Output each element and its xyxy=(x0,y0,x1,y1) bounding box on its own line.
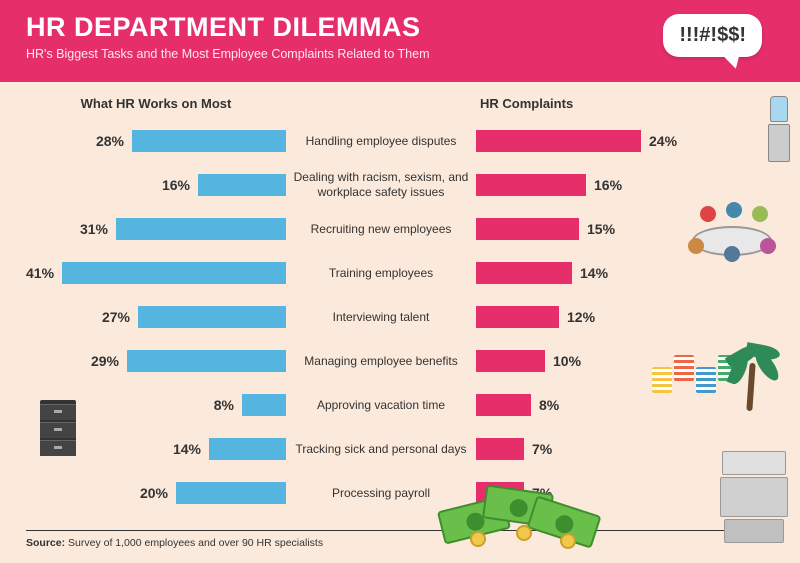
left-percent-label: 16% xyxy=(162,177,190,193)
row-category-label: Recruiting new employees xyxy=(286,222,476,237)
source-text: Survey of 1,000 employees and over 90 HR… xyxy=(68,537,323,549)
column-headers: What HR Works on Most HR Complaints xyxy=(26,96,774,111)
left-percent-label: 31% xyxy=(80,221,108,237)
right-bar xyxy=(476,130,641,152)
left-bar xyxy=(132,130,286,152)
left-bar xyxy=(62,262,286,284)
left-bar xyxy=(198,174,286,196)
photocopier-illustration xyxy=(718,451,790,547)
left-bar-cell: 20% xyxy=(26,482,286,504)
row-category-label: Approving vacation time xyxy=(286,398,476,413)
row-category-label: Managing employee benefits xyxy=(286,354,476,369)
right-percent-label: 14% xyxy=(580,265,608,281)
chart-row: 41% Training employees 14% xyxy=(26,253,774,293)
left-percent-label: 8% xyxy=(214,397,234,413)
right-bar-cell: 16% xyxy=(476,174,711,196)
right-bar xyxy=(476,306,559,328)
row-category-label: Handling employee disputes xyxy=(286,134,476,149)
beach-chairs-palm-illustration xyxy=(652,345,772,425)
left-percent-label: 29% xyxy=(91,353,119,369)
chart-row: 14% Tracking sick and personal days 7% xyxy=(26,429,774,469)
right-bar xyxy=(476,394,531,416)
right-bar xyxy=(476,174,586,196)
left-bar-cell: 28% xyxy=(26,130,286,152)
right-percent-label: 15% xyxy=(587,221,615,237)
row-category-label: Dealing with racism, sexism, and workpla… xyxy=(286,170,476,200)
left-column-header: What HR Works on Most xyxy=(26,96,286,111)
left-bar xyxy=(127,350,286,372)
page-subtitle: HR's Biggest Tasks and the Most Employee… xyxy=(26,47,774,61)
right-percent-label: 10% xyxy=(553,353,581,369)
left-bar-cell: 16% xyxy=(26,174,286,196)
right-percent-label: 16% xyxy=(594,177,622,193)
left-bar-cell: 27% xyxy=(26,306,286,328)
water-cooler-illustration xyxy=(766,96,792,166)
source-footer: Source: Survey of 1,000 employees and ov… xyxy=(26,530,774,549)
chart-row: 27% Interviewing talent 12% xyxy=(26,297,774,337)
left-percent-label: 41% xyxy=(26,265,54,281)
right-percent-label: 24% xyxy=(649,133,677,149)
source-label: Source: xyxy=(26,537,65,549)
chart-row: 20%Processing payroll7% xyxy=(26,473,774,513)
left-percent-label: 14% xyxy=(173,441,201,457)
left-bar xyxy=(176,482,286,504)
right-bar-cell: 24% xyxy=(476,130,711,152)
row-category-label: Interviewing talent xyxy=(286,310,476,325)
chart-row: 31% Recruiting new employees 15% xyxy=(26,209,774,249)
left-bar-cell: 41% xyxy=(26,262,286,284)
left-bar-cell: 31% xyxy=(26,218,286,240)
right-percent-label: 8% xyxy=(539,397,559,413)
left-bar xyxy=(116,218,286,240)
right-bar xyxy=(476,218,579,240)
right-percent-label: 7% xyxy=(532,441,552,457)
filing-cabinet-illustration xyxy=(36,400,80,462)
right-bar-cell: 14% xyxy=(476,262,711,284)
left-percent-label: 20% xyxy=(140,485,168,501)
right-bar-cell: 12% xyxy=(476,306,711,328)
left-bar xyxy=(242,394,286,416)
meeting-table-illustration xyxy=(682,198,782,270)
left-bar xyxy=(138,306,286,328)
right-column-header: HR Complaints xyxy=(476,96,711,111)
page-title: HR DEPARTMENT DILEMMAS xyxy=(26,12,774,43)
chart-rows: 28% Handling employee disputes 24% 16% Deali… xyxy=(26,121,774,513)
chart-row: 16% Dealing with racism, sexism, and work… xyxy=(26,165,774,205)
right-bar-cell: 7% xyxy=(476,438,711,460)
left-bar xyxy=(209,438,286,460)
right-bar xyxy=(476,350,545,372)
row-category-label: Training employees xyxy=(286,266,476,281)
money-bills-coins-illustration xyxy=(440,481,610,551)
right-percent-label: 12% xyxy=(567,309,595,325)
left-percent-label: 28% xyxy=(96,133,124,149)
speech-bubble: !!!#!$$! xyxy=(663,14,762,57)
diverging-bar-chart: What HR Works on Most HR Complaints 28% H… xyxy=(26,96,774,513)
right-bar xyxy=(476,262,572,284)
left-percent-label: 27% xyxy=(102,309,130,325)
left-bar-cell: 29% xyxy=(26,350,286,372)
row-category-label: Tracking sick and personal days xyxy=(286,442,476,457)
right-bar-cell: 15% xyxy=(476,218,711,240)
right-bar xyxy=(476,438,524,460)
chart-row: 28% Handling employee disputes 24% xyxy=(26,121,774,161)
